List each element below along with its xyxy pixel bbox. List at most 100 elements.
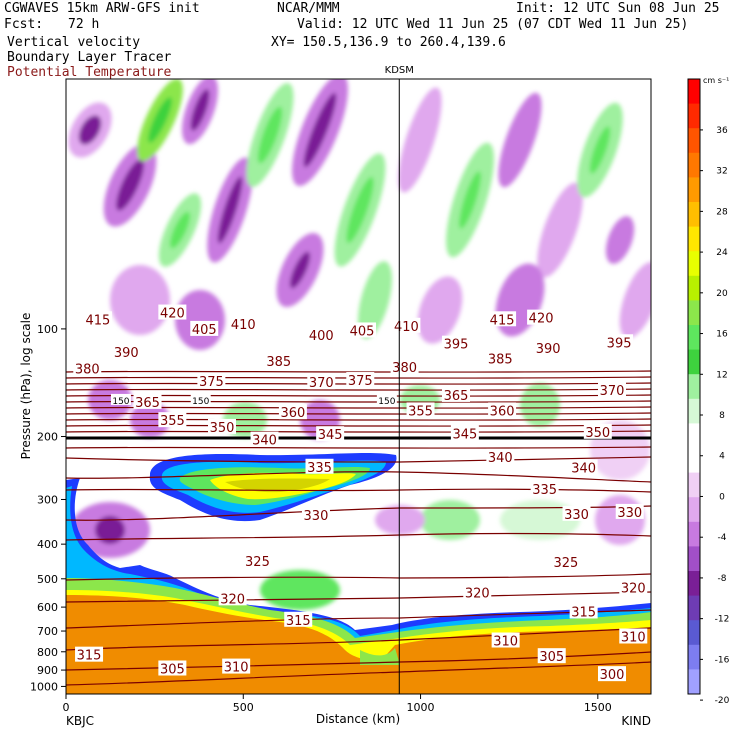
colorbar-swatch <box>688 571 700 597</box>
theta-label-bg <box>250 431 279 447</box>
theta-label: 350 <box>210 421 235 436</box>
theta-label: 405 <box>192 323 217 338</box>
theta-label: 315 <box>571 605 596 620</box>
y-tick-label: 300 <box>37 493 58 506</box>
organization: NCAR/MMM <box>277 1 340 16</box>
theta-label: 380 <box>75 362 100 377</box>
tropopause-label: 150 <box>378 397 395 407</box>
colorbar-swatch <box>688 349 700 375</box>
boundary-layer-tracer-upper <box>149 452 397 522</box>
theta-label-bg <box>278 404 307 420</box>
theta-label: 375 <box>348 374 373 389</box>
y-tick-label: 800 <box>37 646 58 659</box>
y-tick-label: 400 <box>37 538 58 551</box>
y-tick-label: 600 <box>37 601 58 614</box>
theta-label-bg <box>158 304 187 320</box>
colorbar-unit: cm s⁻¹ <box>703 76 729 85</box>
theta-label-bg <box>442 386 470 402</box>
colorbar-swatch <box>688 620 700 646</box>
x-tick-label: 500 <box>233 701 254 714</box>
x-end-station: KIND <box>621 714 651 728</box>
theta-label-bg <box>491 632 520 648</box>
forecast-value: 72 h <box>68 17 100 32</box>
theta-label: 390 <box>114 346 139 361</box>
theta-label-bg <box>583 423 612 439</box>
theta-label: 400 <box>309 329 334 344</box>
theta-label: 355 <box>408 404 433 419</box>
theta-label-bg <box>229 316 258 332</box>
y-tick-label: 900 <box>37 664 58 677</box>
theta-label: 320 <box>465 587 490 602</box>
x-tick-label: 0 <box>63 701 70 714</box>
colorbar-swatch <box>688 644 700 670</box>
colorbar-label: 12 <box>716 370 727 380</box>
theta-label-bg <box>562 505 591 521</box>
colorbar-swatch <box>688 497 700 523</box>
colorbar-label: 0 <box>719 492 725 502</box>
colorbar-swatch <box>688 226 700 252</box>
colorbar-swatch <box>688 251 700 277</box>
x-axis-label: Distance (km) <box>316 712 400 726</box>
theta-label: 335 <box>307 461 332 476</box>
colorbar-swatch <box>688 595 700 621</box>
theta-label: 350 <box>585 426 610 441</box>
theta-label-bg <box>534 339 563 355</box>
y-axis-label: Pressure (hPa), log scale <box>19 313 33 460</box>
theta-label-bg <box>158 412 187 428</box>
colorbar-swatch <box>688 177 700 203</box>
theta-label: 420 <box>529 312 554 327</box>
theta-label: 315 <box>77 649 102 664</box>
x-tick-label: 1500 <box>584 701 612 714</box>
theta-label: 340 <box>252 434 277 449</box>
colorbar: 36 32 28 24 20 16 12 8 4 0 -4 -8 -12 -16 -20 <box>687 78 730 706</box>
theta-label-bg <box>530 480 559 496</box>
theta-label-bg <box>346 372 375 388</box>
theta-label-bg <box>605 334 634 350</box>
theta-label-bg <box>197 373 226 389</box>
colorbar-swatch <box>688 275 700 301</box>
theta-label-bg <box>301 506 330 522</box>
tropopause-label-bg <box>376 393 397 405</box>
theta-label: 330 <box>304 509 329 524</box>
theta-label-bg <box>569 459 598 475</box>
theta-label: 380 <box>392 361 417 376</box>
colorbar-swatch <box>688 472 700 498</box>
colorbar-swatch <box>688 79 700 105</box>
field-vertical-velocity: Vertical velocity <box>7 35 141 50</box>
tropopause-label: 150 <box>112 397 129 407</box>
theta-label-bg <box>133 393 162 409</box>
theta-label: 335 <box>532 483 557 498</box>
theta-label-bg <box>73 360 102 376</box>
theta-label-bg <box>619 579 648 595</box>
y-tick-label: 200 <box>37 431 58 444</box>
colorbar-swatch <box>688 423 700 449</box>
colorbar-swatch <box>688 448 700 474</box>
colorbar-swatch <box>688 325 700 351</box>
theta-label: 345 <box>318 428 343 443</box>
tropopause-label: 150 <box>192 397 209 407</box>
theta-label-bg <box>348 322 377 338</box>
theta-label: 305 <box>160 663 185 678</box>
theta-label-bg <box>218 590 247 606</box>
theta-label-bg <box>112 343 141 359</box>
theta-label: 385 <box>266 355 291 370</box>
colorbar-swatch <box>688 152 700 178</box>
theta-label-bg <box>264 353 293 369</box>
colorbar-frame <box>687 78 701 695</box>
theta-label-bg <box>75 646 104 662</box>
colorbar-label: 24 <box>716 248 728 258</box>
forecast-label: Fcst: <box>4 17 44 32</box>
colorbar-label: -20 <box>715 696 730 706</box>
colorbar-swatch <box>688 546 700 572</box>
colorbar-label: -16 <box>715 655 730 665</box>
theta-label-bg <box>537 648 566 664</box>
chart-title: CGWAVES 15km ARW-GFS init <box>4 1 200 16</box>
theta-label: 385 <box>488 352 513 367</box>
colorbar-label: 16 <box>716 330 728 340</box>
theta-label: 405 <box>350 324 375 339</box>
colorbar-label: 32 <box>716 167 727 177</box>
theta-label: 415 <box>490 313 515 328</box>
theta-label: 365 <box>135 396 160 411</box>
colorbar-swatch <box>688 202 700 228</box>
